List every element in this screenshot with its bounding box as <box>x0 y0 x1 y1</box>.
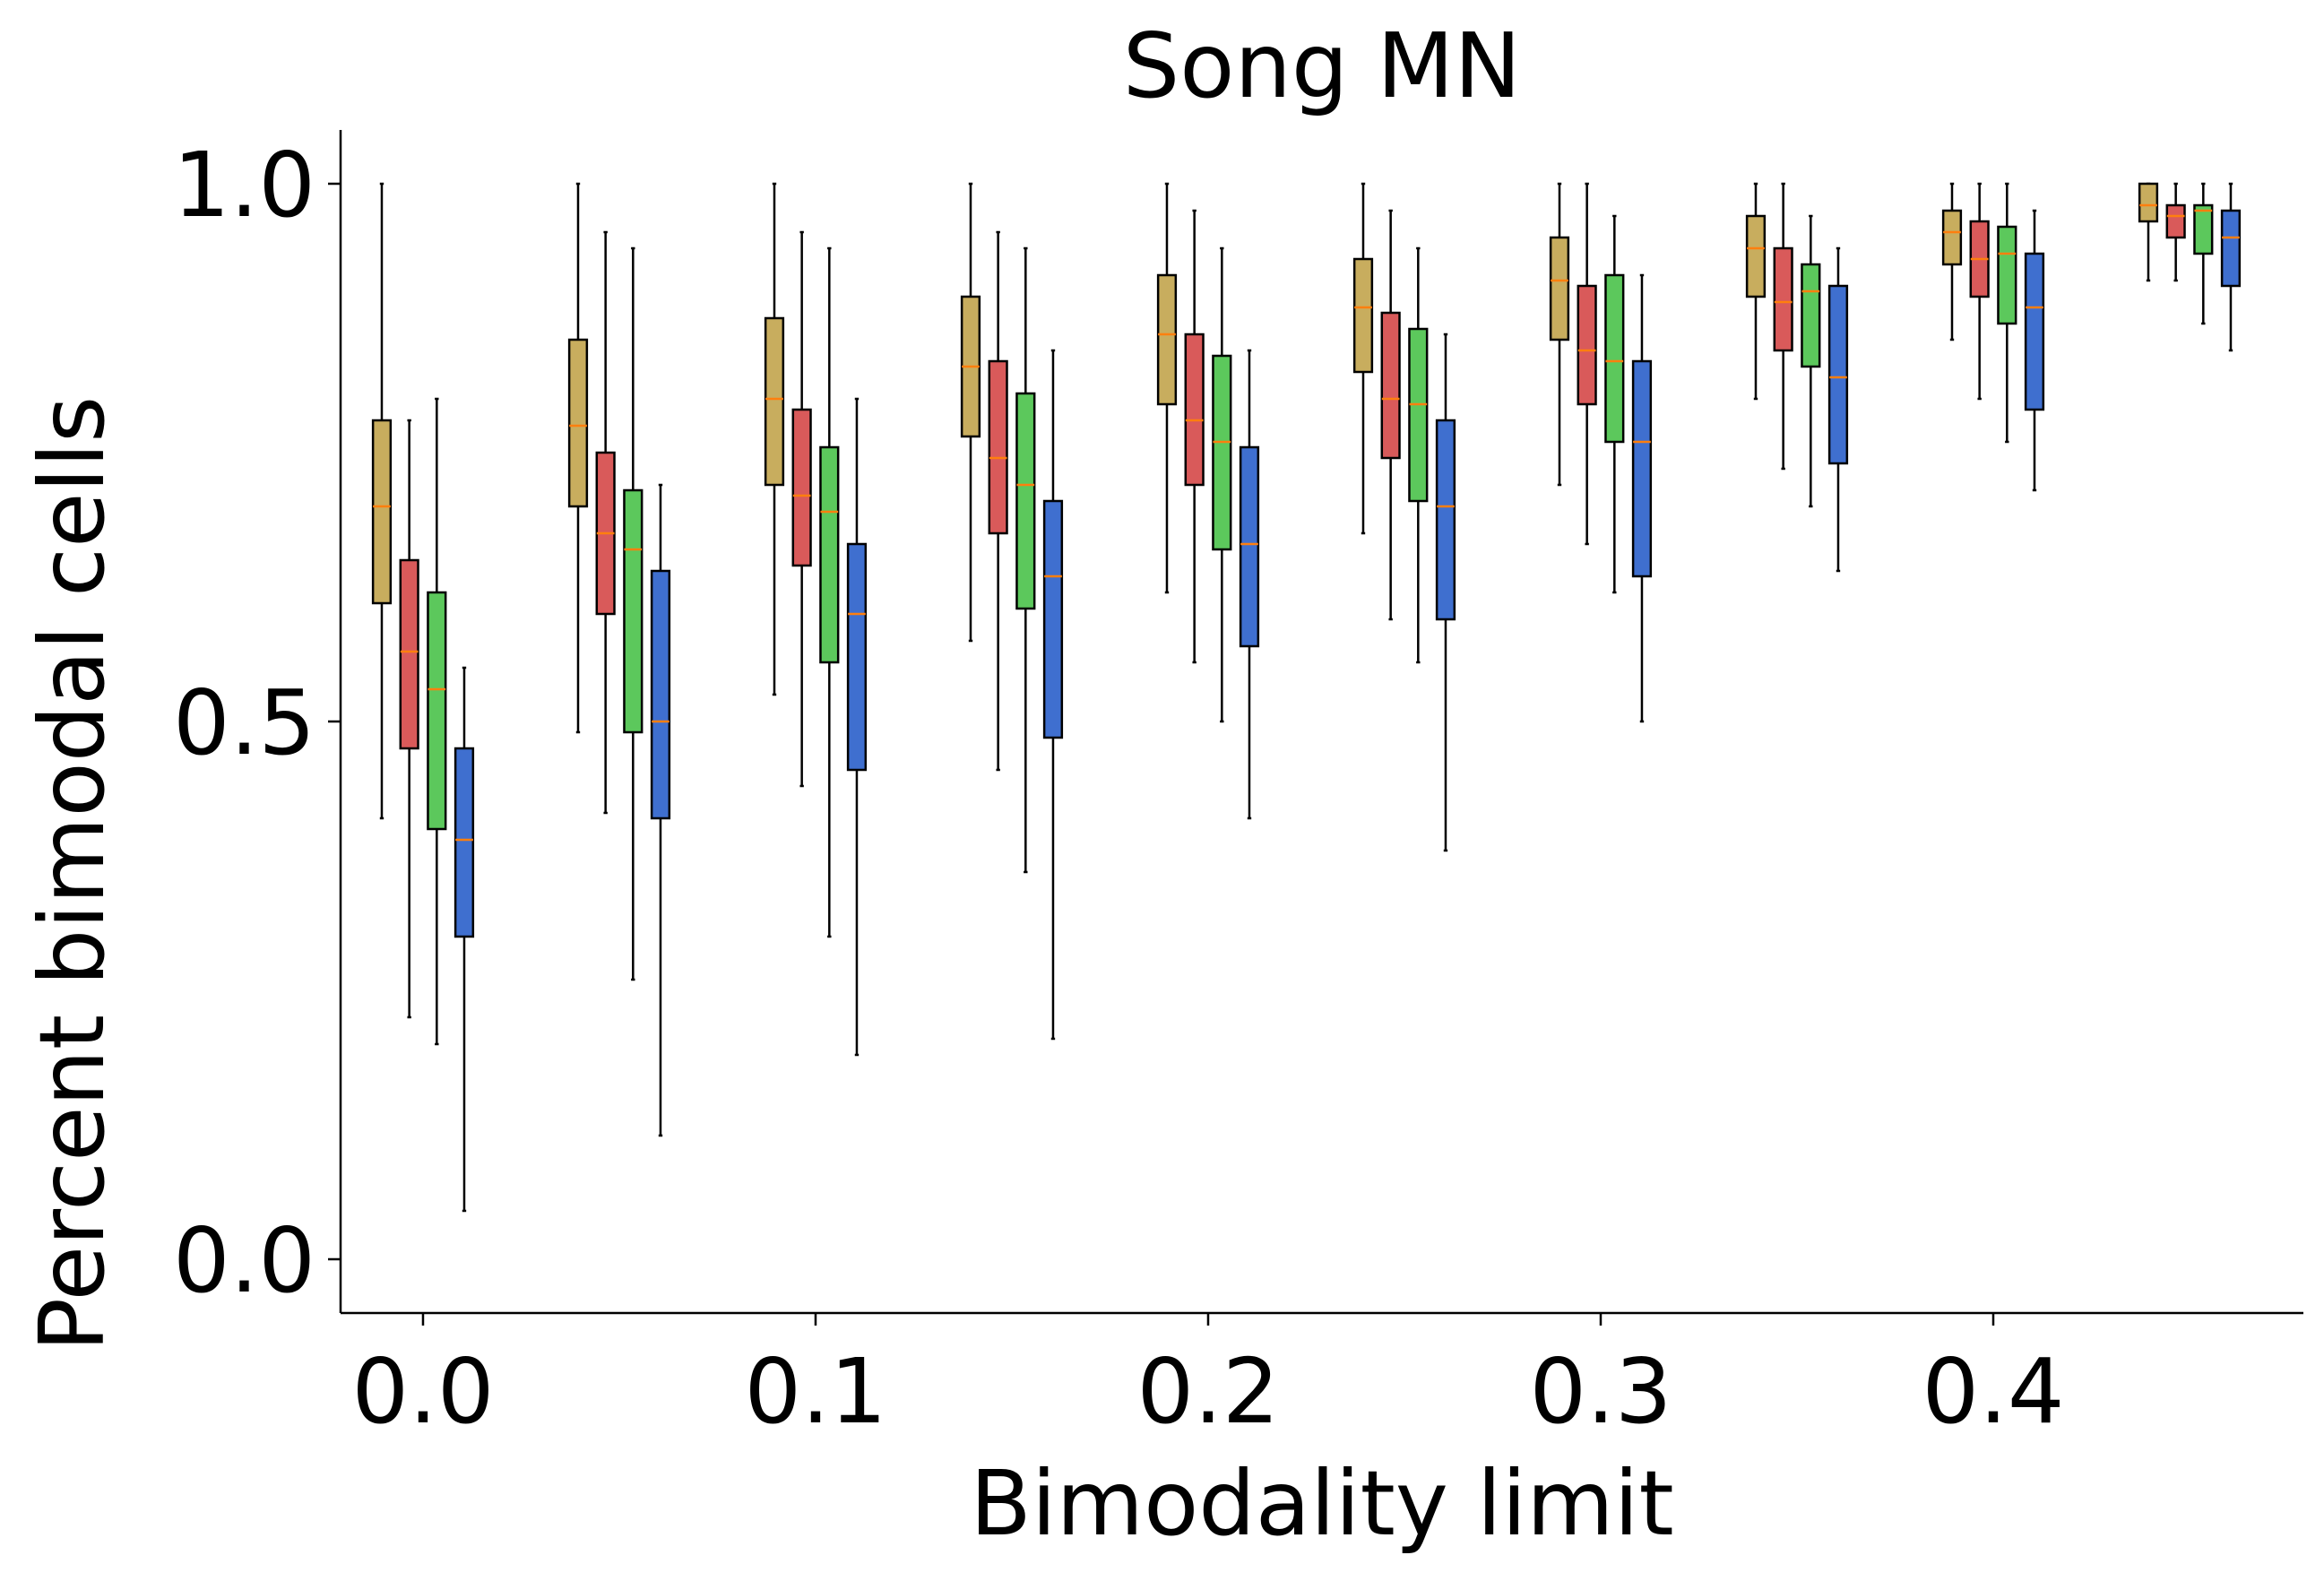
x-tick-label: 0.0 <box>351 1339 494 1444</box>
box-body <box>1015 392 1036 610</box>
box-body <box>454 747 475 938</box>
box-body <box>1745 214 1767 298</box>
box-body <box>1577 284 1597 406</box>
x-tick-label: 0.4 <box>1922 1339 2064 1444</box>
box-body <box>2220 209 2242 288</box>
box-body <box>1239 445 1260 648</box>
box-body <box>623 488 644 734</box>
x-tick-label: 0.2 <box>1136 1339 1279 1444</box>
box-body <box>764 316 785 487</box>
x-tick-label: 0.1 <box>744 1339 886 1444</box>
box-body <box>1801 263 1821 368</box>
box-body <box>1773 246 1793 352</box>
box-body <box>1604 273 1625 444</box>
box-body <box>1042 499 1064 739</box>
box-body <box>1156 273 1178 406</box>
box-body <box>819 445 840 664</box>
box-body <box>988 359 1008 535</box>
box-body <box>567 338 589 508</box>
plot-area: 0.0 0.5 1.0 0.0 0.1 0.2 0.3 0.4 <box>173 130 2303 1444</box>
box-body <box>371 419 393 605</box>
y-tick-label: 0.0 <box>173 1208 315 1313</box>
y-tick-label: 0.5 <box>173 670 315 775</box>
box-body <box>1827 284 1849 465</box>
box-body <box>427 591 447 831</box>
box-body <box>1549 236 1570 341</box>
box-body <box>1184 333 1205 487</box>
y-axis-label: Percent bimodal cells <box>20 396 125 1352</box>
box-body <box>846 542 868 772</box>
box-body <box>1408 327 1429 503</box>
box-body <box>791 408 812 567</box>
chart-title: Song MN <box>1123 13 1521 118</box>
box-body <box>1212 354 1232 551</box>
box-body <box>1352 257 1374 374</box>
box-body <box>2165 203 2186 239</box>
x-tick-label: 0.3 <box>1529 1339 1672 1444</box>
box-body <box>2138 182 2159 223</box>
box-body <box>1941 209 1963 266</box>
box-body <box>2193 203 2214 255</box>
y-tick-label: 1.0 <box>173 133 315 238</box>
box-body <box>1997 225 2017 325</box>
box-body <box>2024 252 2045 411</box>
box-body <box>650 569 671 820</box>
box-body <box>399 558 419 750</box>
box-body <box>1631 359 1653 578</box>
box-body <box>1380 311 1401 460</box>
box-body <box>1435 419 1456 621</box>
x-axis-label: Bimodality limit <box>970 1451 1673 1556</box>
